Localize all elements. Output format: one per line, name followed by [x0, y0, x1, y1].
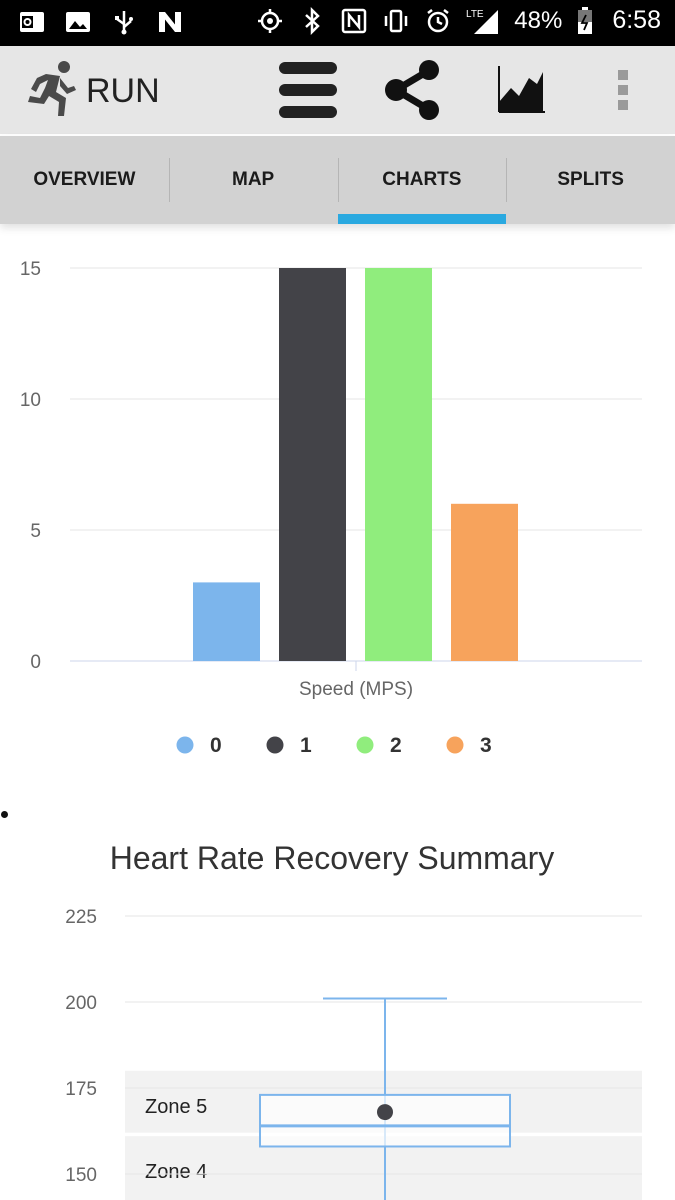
mean-marker — [377, 1104, 393, 1121]
y-tick-label: 200 — [65, 993, 97, 1014]
location-icon — [256, 7, 284, 35]
tab-map[interactable]: MAP — [168, 136, 338, 224]
bar-series-1 — [279, 268, 346, 661]
box-iqr — [259, 1093, 511, 1148]
y-tick-label: 10 — [20, 390, 41, 411]
tab-label: OVERVIEW — [33, 169, 136, 190]
legend-marker-2 — [356, 736, 374, 754]
outlook-icon — [18, 8, 46, 36]
battery-percent: 48% — [514, 6, 563, 34]
lte-signal-icon: LTE — [466, 7, 500, 35]
status-bar: LTE 48% 6:58 — [0, 0, 675, 46]
tab-charts[interactable]: CHARTS — [337, 136, 507, 224]
legend-label: 3 — [480, 734, 492, 757]
alarm-icon — [424, 7, 452, 35]
app-bar: RUN — [0, 46, 675, 134]
legend-label: 0 — [210, 734, 222, 757]
runner-icon — [22, 58, 78, 120]
list-bullet — [1, 811, 8, 818]
y-tick-label: 150 — [65, 1165, 97, 1186]
y-tick-label: 175 — [65, 1079, 97, 1100]
n-app-icon — [156, 8, 184, 36]
zone-label: Zone 4 — [145, 1161, 207, 1183]
x-axis-label: Speed (MPS) — [299, 679, 413, 700]
zone-label: Zone 5 — [145, 1096, 207, 1118]
clock: 6:58 — [612, 6, 661, 34]
lte-label: LTE — [466, 9, 484, 20]
y-tick-label: 5 — [30, 521, 41, 542]
heart-rate-chart-svg: Heart Rate Recovery Summary Zone 5 Zone 4 1… — [65, 840, 642, 1200]
y-tick-label: 0 — [30, 652, 41, 673]
tab-label: SPLITS — [557, 169, 624, 190]
chart-title: Heart Rate Recovery Summary — [110, 840, 555, 876]
vibrate-icon — [382, 7, 410, 35]
more-vert-icon — [618, 70, 628, 110]
chart-button[interactable] — [484, 60, 550, 120]
bar-series-0 — [193, 582, 260, 661]
y-tick-label: 15 — [20, 259, 41, 280]
menu-button[interactable] — [275, 60, 341, 120]
app-title: RUN — [86, 72, 160, 110]
tab-overview[interactable]: OVERVIEW — [0, 136, 169, 224]
heart-rate-chart: Heart Rate Recovery Summary Zone 5 Zone 4 1… — [0, 800, 675, 1200]
bar-series-2 — [365, 268, 432, 661]
tab-label: MAP — [232, 169, 275, 190]
battery-icon — [576, 6, 594, 35]
bar-series-3 — [451, 503, 518, 661]
nfc-icon — [340, 7, 368, 35]
active-tab-indicator — [337, 214, 507, 224]
share-icon — [385, 60, 439, 120]
tab-label: CHARTS — [382, 169, 462, 190]
legend-marker-3 — [446, 736, 464, 754]
speed-chart-svg: 0 5 10 15 Speed (MPS) 0 1 2 3 — [20, 259, 642, 757]
chart-icon — [498, 66, 545, 113]
y-tick-label: 225 — [65, 907, 97, 928]
image-icon — [64, 8, 92, 36]
legend-marker-0 — [176, 736, 194, 754]
usb-icon — [110, 8, 138, 36]
legend-label: 1 — [300, 734, 312, 757]
tab-bar: OVERVIEW MAP CHARTS SPLITS — [0, 136, 675, 224]
more-options-button[interactable] — [598, 60, 648, 120]
tab-splits[interactable]: SPLITS — [506, 136, 675, 224]
bluetooth-icon — [298, 6, 326, 35]
share-button[interactable] — [380, 60, 446, 120]
speed-chart: 0 5 10 15 Speed (MPS) 0 1 2 3 — [0, 250, 675, 770]
menu-icon — [279, 62, 337, 118]
legend-marker-1 — [266, 736, 284, 754]
legend-label: 2 — [390, 734, 402, 757]
